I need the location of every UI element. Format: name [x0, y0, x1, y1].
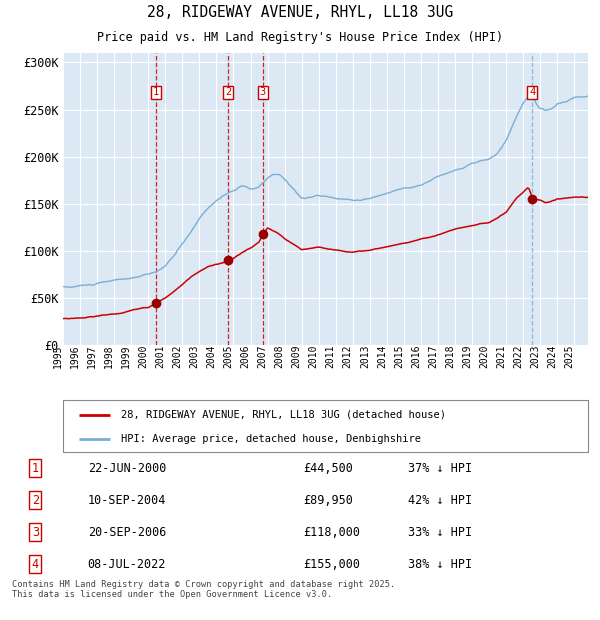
- Text: 1997: 1997: [87, 345, 97, 368]
- Text: Price paid vs. HM Land Registry's House Price Index (HPI): Price paid vs. HM Land Registry's House …: [97, 31, 503, 44]
- Text: Contains HM Land Registry data © Crown copyright and database right 2025.
This d: Contains HM Land Registry data © Crown c…: [12, 580, 395, 600]
- Text: 2007: 2007: [257, 345, 268, 368]
- Text: 20-SEP-2006: 20-SEP-2006: [88, 526, 166, 539]
- Text: 3: 3: [260, 87, 266, 97]
- Text: 1999: 1999: [121, 345, 131, 368]
- Text: 2009: 2009: [292, 345, 302, 368]
- Text: 2001: 2001: [155, 345, 165, 368]
- Text: 37% ↓ HPI: 37% ↓ HPI: [408, 461, 472, 474]
- Text: 1: 1: [32, 461, 39, 474]
- Text: 2016: 2016: [411, 345, 421, 368]
- Text: 2010: 2010: [308, 345, 319, 368]
- Text: 4: 4: [529, 87, 535, 97]
- Text: 2015: 2015: [394, 345, 404, 368]
- Text: 2019: 2019: [462, 345, 472, 368]
- Text: 2002: 2002: [172, 345, 182, 368]
- Text: 2025: 2025: [565, 345, 574, 368]
- Text: 2013: 2013: [360, 345, 370, 368]
- Text: £44,500: £44,500: [303, 461, 353, 474]
- Text: 2014: 2014: [377, 345, 387, 368]
- Text: 08-JUL-2022: 08-JUL-2022: [88, 557, 166, 570]
- Text: £118,000: £118,000: [303, 526, 360, 539]
- Text: 2018: 2018: [445, 345, 455, 368]
- Text: 22-JUN-2000: 22-JUN-2000: [88, 461, 166, 474]
- Text: 33% ↓ HPI: 33% ↓ HPI: [408, 526, 472, 539]
- Text: 2003: 2003: [190, 345, 199, 368]
- Text: 2: 2: [225, 87, 231, 97]
- Text: 3: 3: [32, 526, 39, 539]
- Text: 28, RIDGEWAY AVENUE, RHYL, LL18 3UG (detached house): 28, RIDGEWAY AVENUE, RHYL, LL18 3UG (det…: [121, 410, 446, 420]
- Text: 1996: 1996: [70, 345, 80, 368]
- Text: £89,950: £89,950: [303, 494, 353, 507]
- Text: 1998: 1998: [104, 345, 114, 368]
- Text: 1: 1: [153, 87, 160, 97]
- Text: 2004: 2004: [206, 345, 217, 368]
- Text: 2020: 2020: [479, 345, 489, 368]
- FancyBboxPatch shape: [63, 400, 588, 452]
- Text: 10-SEP-2004: 10-SEP-2004: [88, 494, 166, 507]
- Text: 2023: 2023: [530, 345, 540, 368]
- Text: 2011: 2011: [326, 345, 336, 368]
- Text: 42% ↓ HPI: 42% ↓ HPI: [408, 494, 472, 507]
- Text: 2000: 2000: [138, 345, 148, 368]
- Text: HPI: Average price, detached house, Denbighshire: HPI: Average price, detached house, Denb…: [121, 434, 421, 444]
- Text: 4: 4: [32, 557, 39, 570]
- Text: 2: 2: [32, 494, 39, 507]
- Text: 2012: 2012: [343, 345, 353, 368]
- Text: 2022: 2022: [513, 345, 523, 368]
- Text: 1995: 1995: [53, 345, 63, 368]
- Text: 2008: 2008: [275, 345, 284, 368]
- Text: 38% ↓ HPI: 38% ↓ HPI: [408, 557, 472, 570]
- Text: 2006: 2006: [241, 345, 251, 368]
- Text: 2024: 2024: [547, 345, 557, 368]
- Text: 2021: 2021: [496, 345, 506, 368]
- Text: 2017: 2017: [428, 345, 438, 368]
- Text: 28, RIDGEWAY AVENUE, RHYL, LL18 3UG: 28, RIDGEWAY AVENUE, RHYL, LL18 3UG: [147, 6, 453, 20]
- Text: £155,000: £155,000: [303, 557, 360, 570]
- Text: 2005: 2005: [223, 345, 233, 368]
